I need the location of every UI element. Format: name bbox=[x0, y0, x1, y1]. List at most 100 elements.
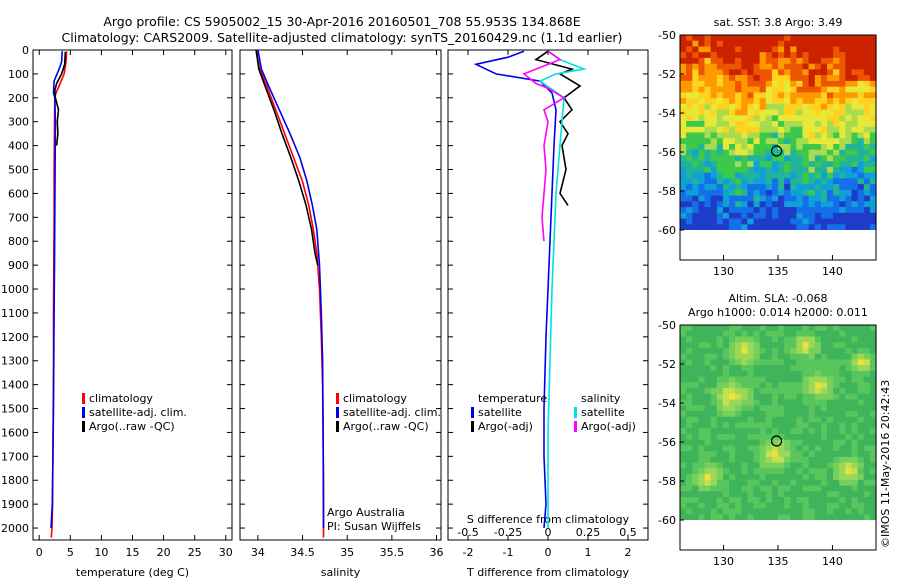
sst-map-cell bbox=[839, 195, 846, 202]
sst-map-cell bbox=[735, 75, 742, 82]
sst-map-cell bbox=[778, 86, 785, 93]
sst-map-cell bbox=[753, 103, 761, 111]
sla-map-cell bbox=[839, 462, 846, 469]
sst-map-cell bbox=[863, 189, 871, 197]
sla-map-cell bbox=[722, 497, 730, 504]
sst-map-cell bbox=[796, 138, 804, 145]
sst-map-cell bbox=[808, 40, 816, 47]
sla-map-cell bbox=[710, 491, 718, 498]
sst-map-cell bbox=[863, 46, 871, 53]
temperature-legend-label: climatology bbox=[89, 392, 153, 405]
sst-map-cell bbox=[771, 103, 779, 111]
sla-map-cell bbox=[722, 422, 730, 429]
sst-map-cell bbox=[851, 138, 859, 145]
sst-map-cell bbox=[778, 69, 785, 76]
sst-map-cell bbox=[784, 40, 791, 47]
sst-map-cell bbox=[820, 166, 828, 174]
sla-map-cell bbox=[869, 347, 877, 355]
sst-map-cell bbox=[833, 121, 840, 128]
difference-temperature-legend-label: temperature bbox=[478, 392, 547, 405]
sla-map-cell bbox=[759, 405, 767, 412]
sst-map-cell bbox=[704, 161, 712, 168]
sst-map-cell bbox=[747, 218, 755, 225]
sla-map-cell bbox=[784, 479, 791, 487]
sst-map-cell bbox=[839, 40, 846, 47]
sst-map-cell bbox=[686, 212, 693, 220]
sst-map-cell bbox=[833, 35, 840, 42]
sla-map-cell bbox=[784, 485, 791, 492]
salinity-line-1 bbox=[257, 49, 325, 529]
sla-map-cell bbox=[680, 428, 687, 435]
sla-map-cell bbox=[698, 422, 706, 429]
sst-map-cell bbox=[686, 75, 693, 82]
sst-map-cell bbox=[747, 63, 755, 70]
sst-map-cell bbox=[765, 184, 773, 191]
sla-map-cell bbox=[802, 502, 810, 510]
difference-salinity-legend-label: Argo(-adj) bbox=[581, 420, 636, 433]
sla-map-cell bbox=[820, 468, 828, 475]
sla-map-cell bbox=[839, 428, 846, 435]
sla-map-cell bbox=[845, 497, 853, 504]
sst-map-cell bbox=[710, 35, 718, 42]
sla-map-cell bbox=[753, 336, 761, 343]
sla-map-cell bbox=[759, 336, 767, 343]
sst-map-cell bbox=[827, 144, 834, 151]
sla-map-cell bbox=[839, 399, 846, 406]
sla-map-cell bbox=[729, 508, 736, 515]
sst-map-cell bbox=[802, 144, 810, 151]
sst-map-cell bbox=[814, 86, 822, 93]
sst-map-cell bbox=[771, 184, 779, 191]
sst-map-cell bbox=[869, 184, 877, 191]
sla-map-cell bbox=[869, 382, 877, 389]
sla-map-cell bbox=[735, 468, 742, 475]
sla-map-cell bbox=[759, 468, 767, 475]
sst-map-cell bbox=[716, 52, 724, 59]
sst-map-cell bbox=[735, 92, 742, 99]
sst-map-cell bbox=[680, 184, 687, 191]
sst-map-cell bbox=[839, 212, 846, 220]
sst-map-cell bbox=[765, 80, 773, 88]
sst-map-cell bbox=[833, 155, 840, 162]
sst-map-cell bbox=[814, 195, 822, 202]
sla-map-cell bbox=[784, 325, 791, 332]
sst-map-cell bbox=[704, 172, 712, 179]
sst-map-cell bbox=[735, 98, 742, 105]
sla-map-cell bbox=[790, 376, 797, 383]
sst-map-cell bbox=[833, 103, 840, 111]
sla-map-cell bbox=[692, 502, 699, 510]
sst-map-ytick-label: -54 bbox=[658, 107, 676, 120]
sst-map-cell bbox=[790, 92, 797, 99]
sla-map-cell bbox=[765, 416, 773, 424]
sla-map-cell bbox=[680, 497, 687, 504]
sst-map-cell bbox=[698, 57, 706, 65]
sst-map-cell bbox=[820, 92, 828, 99]
sla-map-cell bbox=[814, 462, 822, 469]
sst-map-cell bbox=[808, 212, 816, 220]
sla-map-ytick-label: -56 bbox=[658, 436, 676, 449]
sla-map-cell bbox=[741, 434, 748, 441]
sst-map-cell bbox=[765, 69, 773, 76]
sla-map-cell bbox=[863, 428, 871, 435]
sla-map-cell bbox=[771, 353, 779, 360]
sst-map-cell bbox=[784, 115, 791, 122]
sla-map-cell bbox=[680, 479, 687, 487]
sla-map-cell bbox=[857, 411, 865, 418]
sla-map-cell bbox=[796, 456, 804, 464]
sst-map-cell bbox=[827, 189, 834, 197]
sla-map-cell bbox=[771, 336, 779, 343]
sla-map-cell bbox=[710, 462, 718, 469]
sst-map-cell bbox=[747, 40, 755, 47]
sst-map-cell bbox=[796, 40, 804, 47]
sla-map-cell bbox=[820, 508, 828, 515]
sst-map-cell bbox=[796, 161, 804, 168]
sst-map-cell bbox=[704, 132, 712, 139]
sst-map-cell bbox=[827, 103, 834, 111]
sst-map-cell bbox=[802, 195, 810, 202]
sst-map-cell bbox=[784, 144, 791, 151]
sla-map-cell bbox=[784, 342, 791, 349]
sla-map-cell bbox=[820, 382, 828, 389]
sst-map-cell bbox=[710, 86, 718, 93]
sla-map-cell bbox=[857, 325, 865, 332]
sst-map-cell bbox=[839, 149, 846, 156]
sst-map-cell bbox=[692, 149, 699, 156]
